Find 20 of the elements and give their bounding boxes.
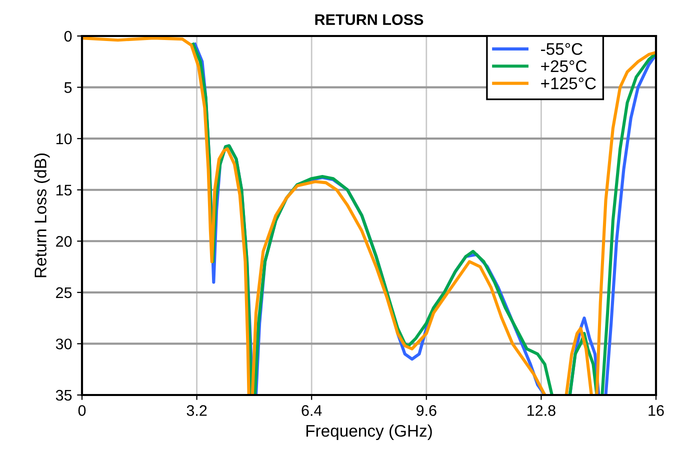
x-tick-label: 16 [648, 405, 664, 416]
legend-label: -55°C [541, 43, 582, 55]
x-tick-label: 12.8 [528, 405, 556, 416]
y-tick-label: 20 [56, 236, 72, 247]
x-tick-label: 0 [78, 405, 86, 416]
x-tick-label: 3.2 [186, 405, 207, 416]
x-tick-label: 9.6 [416, 405, 436, 416]
y-axis-title: Return Loss (dB) [34, 154, 50, 278]
y-tick-label: 0 [64, 30, 72, 42]
legend-label: +25°C [541, 60, 587, 72]
y-tick-label: 35 [56, 390, 72, 401]
y-tick-label: 10 [56, 133, 72, 144]
y-tick-label: 5 [64, 82, 72, 93]
legend-label: +125°C [541, 78, 596, 90]
chart-title: RETURN LOSS [315, 14, 424, 26]
y-tick-label: 30 [56, 338, 72, 350]
y-tick-label: 25 [56, 287, 72, 298]
x-tick-label: 6.4 [302, 405, 322, 416]
y-tick-label: 15 [56, 184, 72, 196]
x-axis-title: Frequency (GHz) [306, 424, 432, 440]
